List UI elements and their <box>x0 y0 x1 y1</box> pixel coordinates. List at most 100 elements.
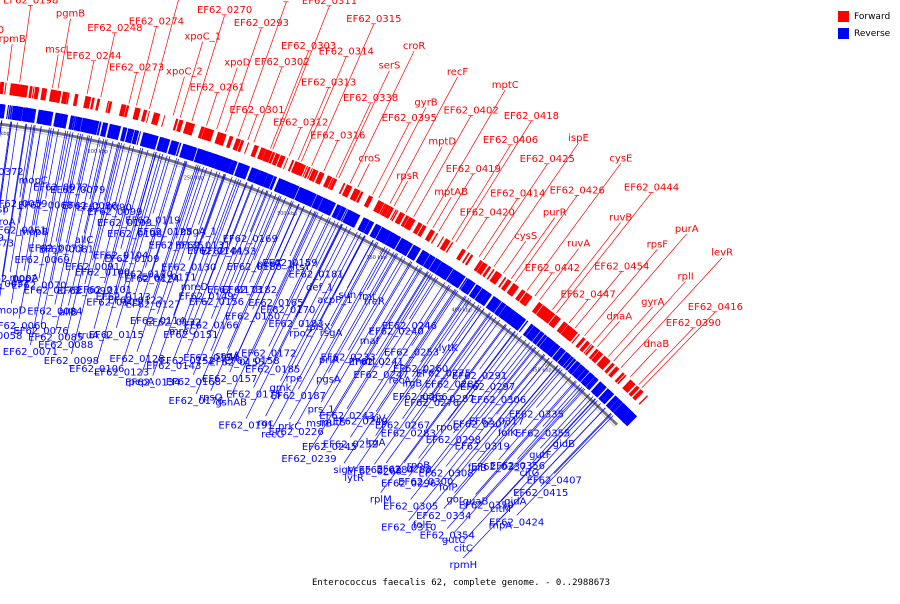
gene-label: EF62_0119 <box>125 215 180 226</box>
gene-label: citC <box>454 543 473 554</box>
leader-line <box>61 132 71 181</box>
gene-label: allC <box>75 235 94 246</box>
gene-label: EF62_0454 <box>594 262 649 273</box>
gene-label: rpmH <box>449 560 477 571</box>
gene-label: ispE <box>568 133 589 144</box>
gene-label: mptC <box>492 80 519 91</box>
leader-line <box>394 181 407 206</box>
leader-line <box>302 57 347 162</box>
forward-gene <box>244 142 249 154</box>
gene-label: EF62_0415 <box>513 488 568 499</box>
leader-line <box>217 68 238 130</box>
leader-line <box>358 163 370 187</box>
leader-line <box>206 92 217 125</box>
gene-label: recF <box>447 67 469 78</box>
gene-label: EF62_0273 <box>109 62 164 73</box>
gene-label: pgmB <box>56 9 85 20</box>
gene-label: EF62_0338 <box>343 93 398 104</box>
gene-label: levR <box>711 248 733 259</box>
gene-label: EF62_0302 <box>254 57 309 68</box>
legend: Forward Reverse <box>838 8 890 42</box>
gene-label: cysE <box>609 153 632 164</box>
forward-gene <box>95 99 100 111</box>
gene-label: EF62_0311 <box>302 0 357 7</box>
gene-label: EF62_0407 <box>527 475 582 486</box>
gene-label: croR <box>403 41 426 52</box>
leader-line <box>33 126 41 173</box>
forward-gene <box>251 145 259 158</box>
leader-line <box>503 241 525 273</box>
leader-line <box>52 55 58 88</box>
gene-label: EF62_0153 <box>201 247 256 258</box>
legend-reverse-label: Reverse <box>854 29 890 39</box>
leader-line <box>569 300 588 323</box>
gene-label: EF62_0315 <box>346 14 401 25</box>
leader-line <box>129 72 137 103</box>
gene-label: cysS <box>514 231 537 242</box>
gene-label: dnaA <box>606 311 632 322</box>
gene-label: EF62_0406 <box>483 135 538 146</box>
genome-caption: Enterococcus faecalis 62, complete genom… <box>312 578 610 588</box>
gene-label: EF62_0261 <box>190 82 245 93</box>
leader-line <box>124 149 142 216</box>
legend-forward-label: Forward <box>854 12 890 22</box>
leader-line <box>248 115 257 140</box>
gene-label: EF62_0416 <box>688 302 743 313</box>
gene-label: rpmB <box>0 34 26 45</box>
leader-line <box>396 272 428 325</box>
forward-gene <box>4 83 7 95</box>
gene-label: dnaB <box>644 339 670 350</box>
gene-label: EF62_0301 <box>229 105 284 116</box>
legend-forward: Forward <box>838 8 890 25</box>
leader-line <box>87 61 94 94</box>
gene-label: EF62_0426 <box>550 185 605 196</box>
gene-label: mptAB <box>434 187 468 198</box>
gene-label: rpsR <box>396 171 419 182</box>
gene-label: EF62_0157 <box>202 374 257 385</box>
gene-label: gidB <box>553 439 575 450</box>
forward-gene <box>34 87 40 100</box>
gene-label: mptD <box>428 137 456 148</box>
gene-label: EF62_0239 <box>281 454 336 465</box>
leader-line <box>153 156 170 213</box>
gene-label: EF62_0390 <box>666 318 721 329</box>
forward-swatch <box>838 11 849 22</box>
gene-label: EF62_0088 <box>38 340 93 351</box>
gene-label: EF62_0182 <box>222 285 277 296</box>
gene-label: EF62_0314 <box>319 47 374 58</box>
gene-label: xpoD <box>224 58 250 69</box>
gene-label: EF62_0270 <box>197 5 252 16</box>
legend-reverse: Reverse <box>838 25 890 42</box>
gene-label: EF62_0395 <box>382 113 437 124</box>
gene-label: EF62_0334 <box>416 511 471 522</box>
gene-label: EF62_0424 <box>489 517 544 528</box>
gene-label: EF62_0312 <box>273 118 328 129</box>
gene-label: EF62_0115 <box>89 330 144 341</box>
forward-gene <box>639 395 648 405</box>
gene-label: EF62_0151 <box>163 330 218 341</box>
gene-label: EF62_0335 <box>509 410 564 421</box>
leader-line <box>226 28 262 132</box>
gene-label: EF62_0414 <box>490 188 545 199</box>
leader-line <box>443 309 484 367</box>
leader-line <box>639 328 694 385</box>
gene-label: EF62_0198 <box>3 0 58 6</box>
leader-line <box>289 128 301 156</box>
gene-label: EF62_0308 <box>418 468 473 479</box>
gene-label: lrgB <box>402 379 422 390</box>
leader-line <box>316 222 338 267</box>
forward-gene <box>141 110 147 123</box>
gene-label: EF62_0447 <box>560 290 615 301</box>
gene-label: purR <box>543 208 567 219</box>
gene-label: serS <box>378 61 400 72</box>
leader-line <box>294 236 365 371</box>
gene-label: EF62_0127 <box>126 299 181 310</box>
gene-label: xpoC_1 <box>184 32 221 43</box>
gene-label: croS <box>359 153 381 164</box>
leader-line <box>467 217 487 249</box>
gene-label: xpoC_2 <box>166 67 203 78</box>
leader-line <box>254 196 281 260</box>
gene-label: EF62_0274 <box>129 17 184 28</box>
gene-label: EF62_0442 <box>525 263 580 274</box>
leader-line <box>564 401 598 437</box>
